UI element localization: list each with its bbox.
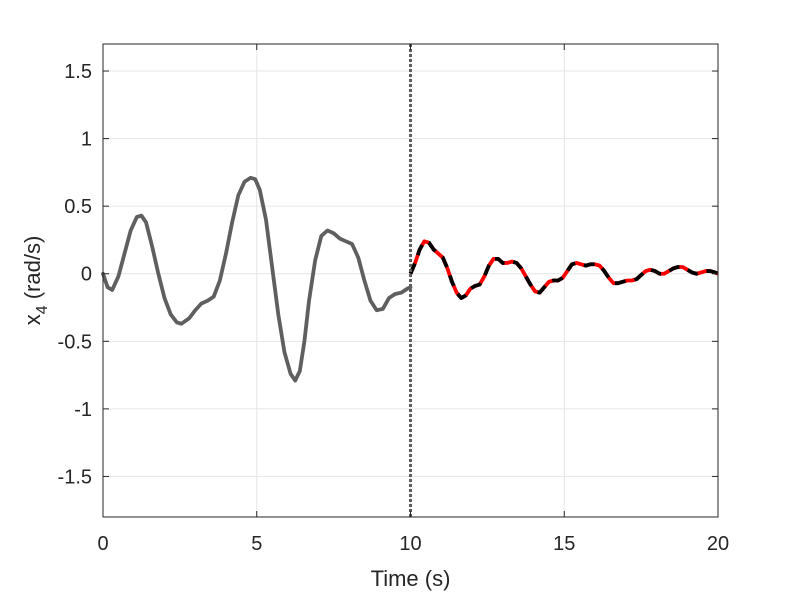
x-tick-label: 10 xyxy=(399,533,421,555)
y-axis-label: x4 (rad/s) xyxy=(20,236,51,326)
y-tick-label: 0.5 xyxy=(64,196,92,218)
y-axis-label-unit: (rad/s) xyxy=(20,236,45,306)
data-series xyxy=(101,175,719,383)
y-tick-label: -0.5 xyxy=(58,331,92,353)
x-tick-label: 15 xyxy=(553,533,575,555)
x-axis-ticks: 0 5 10 15 20 xyxy=(97,44,729,555)
y-axis-ticks: -1.5 -1 -0.5 0 0.5 1 1.5 xyxy=(58,61,718,488)
y-tick-label: 1.5 xyxy=(64,61,92,83)
series-line-measured xyxy=(101,175,413,383)
y-axis-label-subscript: 4 xyxy=(34,305,51,314)
series-line-dashed-black xyxy=(408,239,719,300)
y-tick-label: -1 xyxy=(74,399,92,421)
x-axis-label: Time (s) xyxy=(371,566,451,591)
x-tick-label: 20 xyxy=(707,533,729,555)
y-tick-label: 0 xyxy=(81,264,92,286)
y-axis-label-main: x xyxy=(20,314,45,325)
x-tick-label: 5 xyxy=(251,533,262,555)
y-tick-label: 1 xyxy=(81,129,92,151)
y-tick-label: -1.5 xyxy=(58,466,92,488)
x-tick-label: 0 xyxy=(97,533,108,555)
